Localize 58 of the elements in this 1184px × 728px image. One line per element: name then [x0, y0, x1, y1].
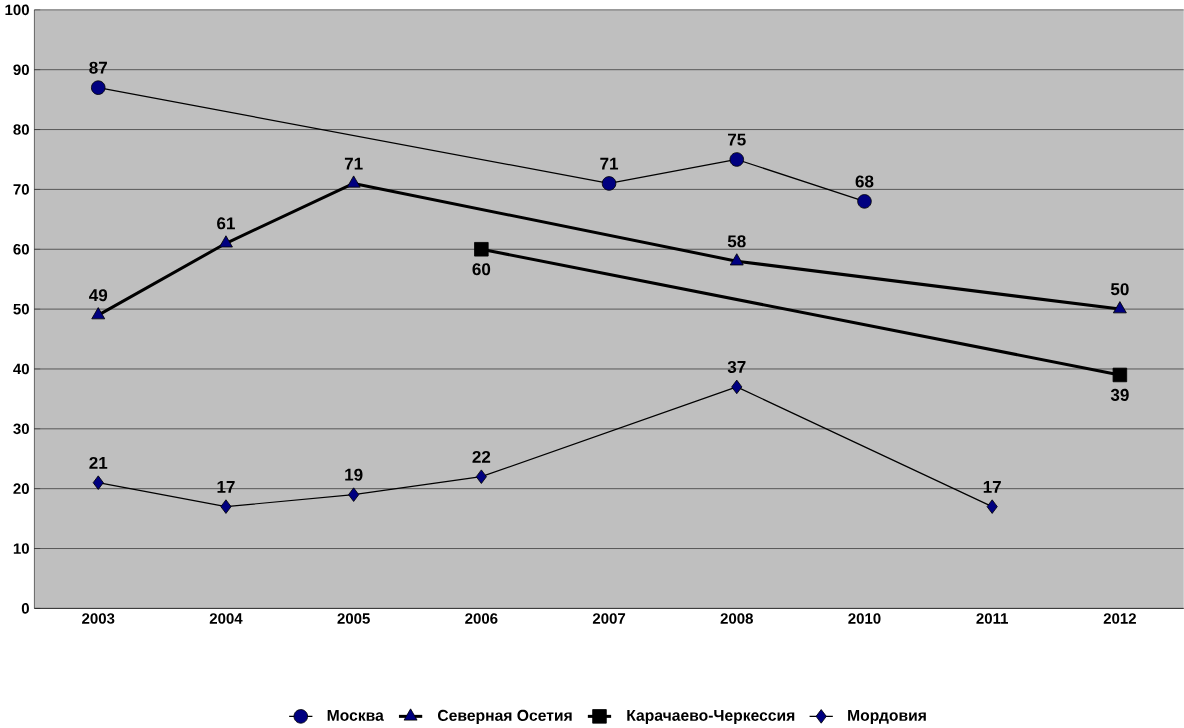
data-label: 71 [600, 157, 619, 170]
x-tick-label: 2010 [848, 613, 881, 624]
point [1112, 301, 1127, 314]
y-tick-label: 0 [21, 602, 29, 614]
point [474, 241, 489, 257]
data-label: 17 [983, 480, 1001, 493]
y-tick-label: 90 [13, 64, 29, 75]
legend-label: Москва [327, 709, 384, 721]
data-label: 17 [217, 480, 235, 493]
legend-label: Карачаево-Черкессия [627, 709, 795, 724]
data-label: 39 [1110, 388, 1129, 401]
point [219, 235, 233, 248]
x-tick-label: 2004 [209, 613, 243, 624]
point [220, 499, 232, 514]
y-tick-label: 100 [5, 4, 29, 15]
point [346, 175, 361, 188]
x-tick-label: 2005 [337, 613, 370, 624]
data-label: 21 [89, 456, 108, 469]
data-label: 37 [727, 360, 746, 373]
data-label: 61 [217, 217, 235, 230]
data-label: 49 [89, 288, 108, 302]
data-label: 22 [472, 450, 491, 463]
y-tick-label: 80 [13, 124, 29, 135]
data-label: 71 [344, 157, 363, 170]
y-tick-label: 70 [13, 183, 29, 195]
data-label: 75 [728, 133, 746, 146]
point [1112, 367, 1128, 383]
x-tick-label: 2006 [465, 613, 498, 624]
x-tick-label: 2012 [1103, 613, 1136, 624]
data-label: 60 [472, 263, 491, 276]
x-tick-label: 2011 [976, 613, 1009, 624]
legend-label: Северная Осетия [437, 709, 572, 724]
point [475, 469, 487, 484]
point [348, 487, 360, 502]
data-label: 68 [855, 175, 874, 188]
y-tick-label: 30 [13, 423, 29, 434]
legend-label: Мордовия [848, 709, 926, 724]
y-tick-label: 50 [13, 303, 29, 315]
point [857, 193, 872, 209]
y-tick-label: 40 [13, 363, 29, 375]
data-label: 19 [345, 468, 363, 481]
point [986, 499, 998, 514]
point [91, 307, 106, 320]
point [729, 253, 744, 266]
point [91, 80, 106, 95]
y-tick-label: 20 [13, 483, 29, 494]
x-tick-label: 2007 [592, 613, 626, 624]
x-tick-label: 2003 [82, 613, 115, 624]
point [731, 379, 743, 394]
y-tick-label: 60 [13, 243, 29, 255]
point [601, 176, 617, 191]
data-label: 50 [1110, 282, 1129, 296]
x-tick-label: 2008 [720, 613, 753, 624]
point [729, 152, 744, 167]
point [92, 475, 104, 490]
data-label: 58 [727, 235, 746, 248]
y-tick-label: 10 [13, 543, 29, 554]
data-label: 87 [89, 61, 107, 74]
